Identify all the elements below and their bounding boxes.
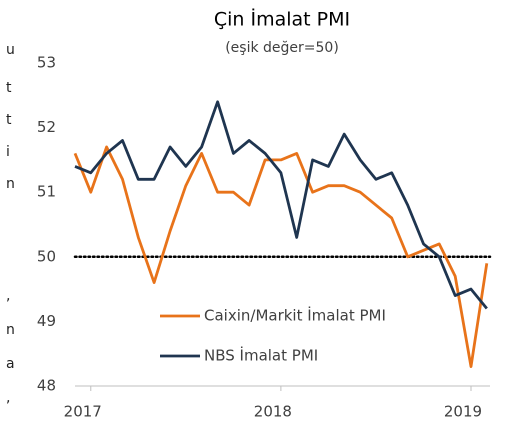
- chart-title: Çin İmalat PMI: [214, 8, 350, 31]
- side-text: t: [6, 80, 12, 96]
- side-text: i: [6, 144, 10, 160]
- y-tick-label: 53: [37, 54, 56, 72]
- x-tick-label: 2017: [64, 403, 102, 421]
- side-text: a: [6, 356, 15, 372]
- legend-label: Caixin/Markit İmalat PMI: [204, 306, 386, 325]
- legend-label: NBS İmalat PMI: [204, 346, 318, 365]
- side-text: ,: [6, 390, 10, 406]
- y-tick-label: 50: [37, 247, 56, 265]
- series-line: [74, 100, 488, 310]
- chart-subtitle: (eşik değer=50): [225, 40, 339, 56]
- side-text: n: [6, 176, 15, 192]
- x-tick-label: 2018: [254, 403, 292, 421]
- side-text: ,: [6, 288, 10, 304]
- side-text: n: [6, 322, 15, 338]
- y-tick-label: 49: [37, 312, 56, 330]
- y-tick-label: 51: [37, 183, 56, 201]
- series-line: [73, 145, 489, 368]
- side-text: u: [6, 42, 15, 58]
- x-tick-label: 2019: [444, 403, 482, 421]
- side-text: t: [6, 112, 12, 128]
- y-tick-label: 48: [37, 377, 56, 395]
- y-tick-label: 52: [37, 118, 56, 136]
